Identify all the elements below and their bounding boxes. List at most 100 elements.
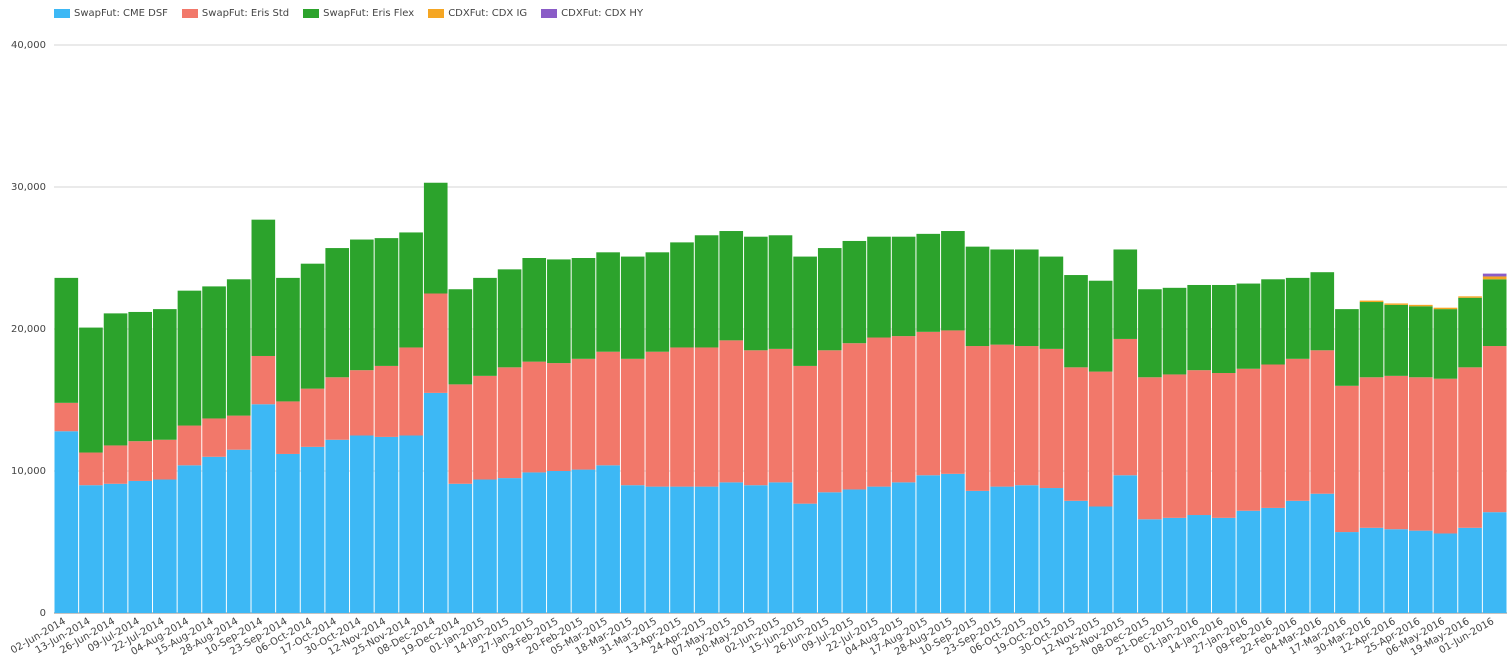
bar-segment[interactable] xyxy=(54,431,79,613)
bar-segment[interactable] xyxy=(571,258,596,359)
bar-segment[interactable] xyxy=(1039,256,1064,349)
bar-segment[interactable] xyxy=(645,252,670,352)
bar-segment[interactable] xyxy=(423,293,448,393)
bar-segment[interactable] xyxy=(916,331,941,476)
bar-segment[interactable] xyxy=(1482,346,1507,513)
bar-segment[interactable] xyxy=(744,350,768,486)
bar-segment[interactable] xyxy=(867,236,891,338)
bar-segment[interactable] xyxy=(744,236,768,351)
bar-segment[interactable] xyxy=(793,503,817,613)
bar-segment[interactable] xyxy=(1113,338,1138,476)
bar-segment[interactable] xyxy=(1187,370,1211,516)
bar-segment[interactable] xyxy=(399,435,423,614)
bar-segment[interactable] xyxy=(1211,517,1236,613)
bar-segment[interactable] xyxy=(54,277,79,403)
bar-segment[interactable] xyxy=(1187,515,1211,613)
legend-item[interactable]: CDXFut: CDX HY xyxy=(541,6,643,20)
bar-segment[interactable] xyxy=(941,473,965,613)
bar-segment[interactable] xyxy=(596,252,620,352)
bar-segment[interactable] xyxy=(1211,284,1236,374)
bar-segment[interactable] xyxy=(1064,367,1088,501)
bar-segment[interactable] xyxy=(350,239,374,371)
bar-segment[interactable] xyxy=(1384,304,1408,376)
bar-segment[interactable] xyxy=(842,489,867,613)
bar-segment[interactable] xyxy=(1236,510,1261,613)
bar-segment[interactable] xyxy=(965,246,990,347)
bar-segment[interactable] xyxy=(153,439,177,480)
bar-segment[interactable] xyxy=(448,289,473,385)
bar-segment[interactable] xyxy=(423,182,448,294)
bar-segment[interactable] xyxy=(817,248,842,351)
legend-item[interactable]: CDXFut: CDX IG xyxy=(428,6,527,20)
bar-segment[interactable] xyxy=(547,259,571,364)
bar-segment[interactable] xyxy=(1285,358,1310,501)
bar-segment[interactable] xyxy=(941,231,965,331)
bar-segment[interactable] xyxy=(768,482,793,613)
bar-segment[interactable] xyxy=(817,350,842,493)
bar-segment[interactable] xyxy=(620,256,645,359)
bar-segment[interactable] xyxy=(1458,297,1482,368)
bar-segment[interactable] xyxy=(399,232,423,348)
bar-segment[interactable] xyxy=(300,388,325,447)
bar-segment[interactable] xyxy=(990,486,1014,613)
bar-segment[interactable] xyxy=(1335,309,1359,386)
bar-segment[interactable] xyxy=(399,347,423,436)
bar-segment[interactable] xyxy=(177,290,202,426)
bar-segment[interactable] xyxy=(1482,279,1507,347)
bar-segment[interactable] xyxy=(1408,377,1433,531)
bar-segment[interactable] xyxy=(645,351,670,487)
bar-segment[interactable] xyxy=(54,402,79,432)
bar-segment[interactable] xyxy=(325,439,350,613)
bar-segment[interactable] xyxy=(1310,493,1335,613)
bar-segment[interactable] xyxy=(1088,506,1113,614)
bar-segment[interactable] xyxy=(719,231,744,341)
bar-segment[interactable] xyxy=(1482,276,1507,280)
bar-segment[interactable] xyxy=(423,392,448,613)
bar-segment[interactable] xyxy=(1433,307,1458,310)
bar-segment[interactable] xyxy=(153,479,177,613)
bar-segment[interactable] xyxy=(177,425,202,466)
bar-segment[interactable] xyxy=(842,240,867,344)
bar-segment[interactable] xyxy=(1335,385,1359,533)
bar-segment[interactable] xyxy=(1211,373,1236,518)
bar-segment[interactable] xyxy=(1458,296,1482,298)
bar-segment[interactable] xyxy=(1359,300,1384,303)
bar-segment[interactable] xyxy=(79,485,103,613)
bar-segment[interactable] xyxy=(1138,519,1162,613)
bar-segment[interactable] xyxy=(768,235,793,349)
bar-segment[interactable] xyxy=(522,361,547,473)
bar-segment[interactable] xyxy=(793,256,817,366)
legend-item[interactable]: SwapFut: Eris Flex xyxy=(303,6,414,20)
bar-segment[interactable] xyxy=(842,343,867,490)
bar-segment[interactable] xyxy=(1088,371,1113,507)
bar-segment[interactable] xyxy=(1113,249,1138,339)
bar-segment[interactable] xyxy=(300,263,325,389)
bar-segment[interactable] xyxy=(128,480,153,613)
bar-segment[interactable] xyxy=(103,313,128,446)
bar-segment[interactable] xyxy=(350,435,374,614)
bar-segment[interactable] xyxy=(620,358,645,486)
bar-segment[interactable] xyxy=(1014,485,1039,613)
bar-segment[interactable] xyxy=(1261,507,1285,613)
bar-segment[interactable] xyxy=(670,486,694,613)
bar-segment[interactable] xyxy=(965,490,990,613)
bar-segment[interactable] xyxy=(1359,527,1384,613)
bar-segment[interactable] xyxy=(1482,273,1507,277)
bar-segment[interactable] xyxy=(448,384,473,484)
bar-segment[interactable] xyxy=(350,370,374,436)
bar-segment[interactable] xyxy=(916,475,941,613)
bar-segment[interactable] xyxy=(670,242,694,348)
bar-segment[interactable] xyxy=(276,277,300,402)
bar-segment[interactable] xyxy=(670,347,694,487)
bar-segment[interactable] xyxy=(300,446,325,613)
bar-segment[interactable] xyxy=(128,441,153,481)
bar-segment[interactable] xyxy=(1408,530,1433,613)
bar-segment[interactable] xyxy=(473,479,497,613)
bar-segment[interactable] xyxy=(1162,287,1187,375)
legend-item[interactable]: SwapFut: Eris Std xyxy=(181,6,289,20)
bar-segment[interactable] xyxy=(1088,280,1113,372)
bar-segment[interactable] xyxy=(522,472,547,613)
bar-segment[interactable] xyxy=(1138,377,1162,520)
bar-segment[interactable] xyxy=(325,248,350,378)
bar-segment[interactable] xyxy=(226,415,251,450)
